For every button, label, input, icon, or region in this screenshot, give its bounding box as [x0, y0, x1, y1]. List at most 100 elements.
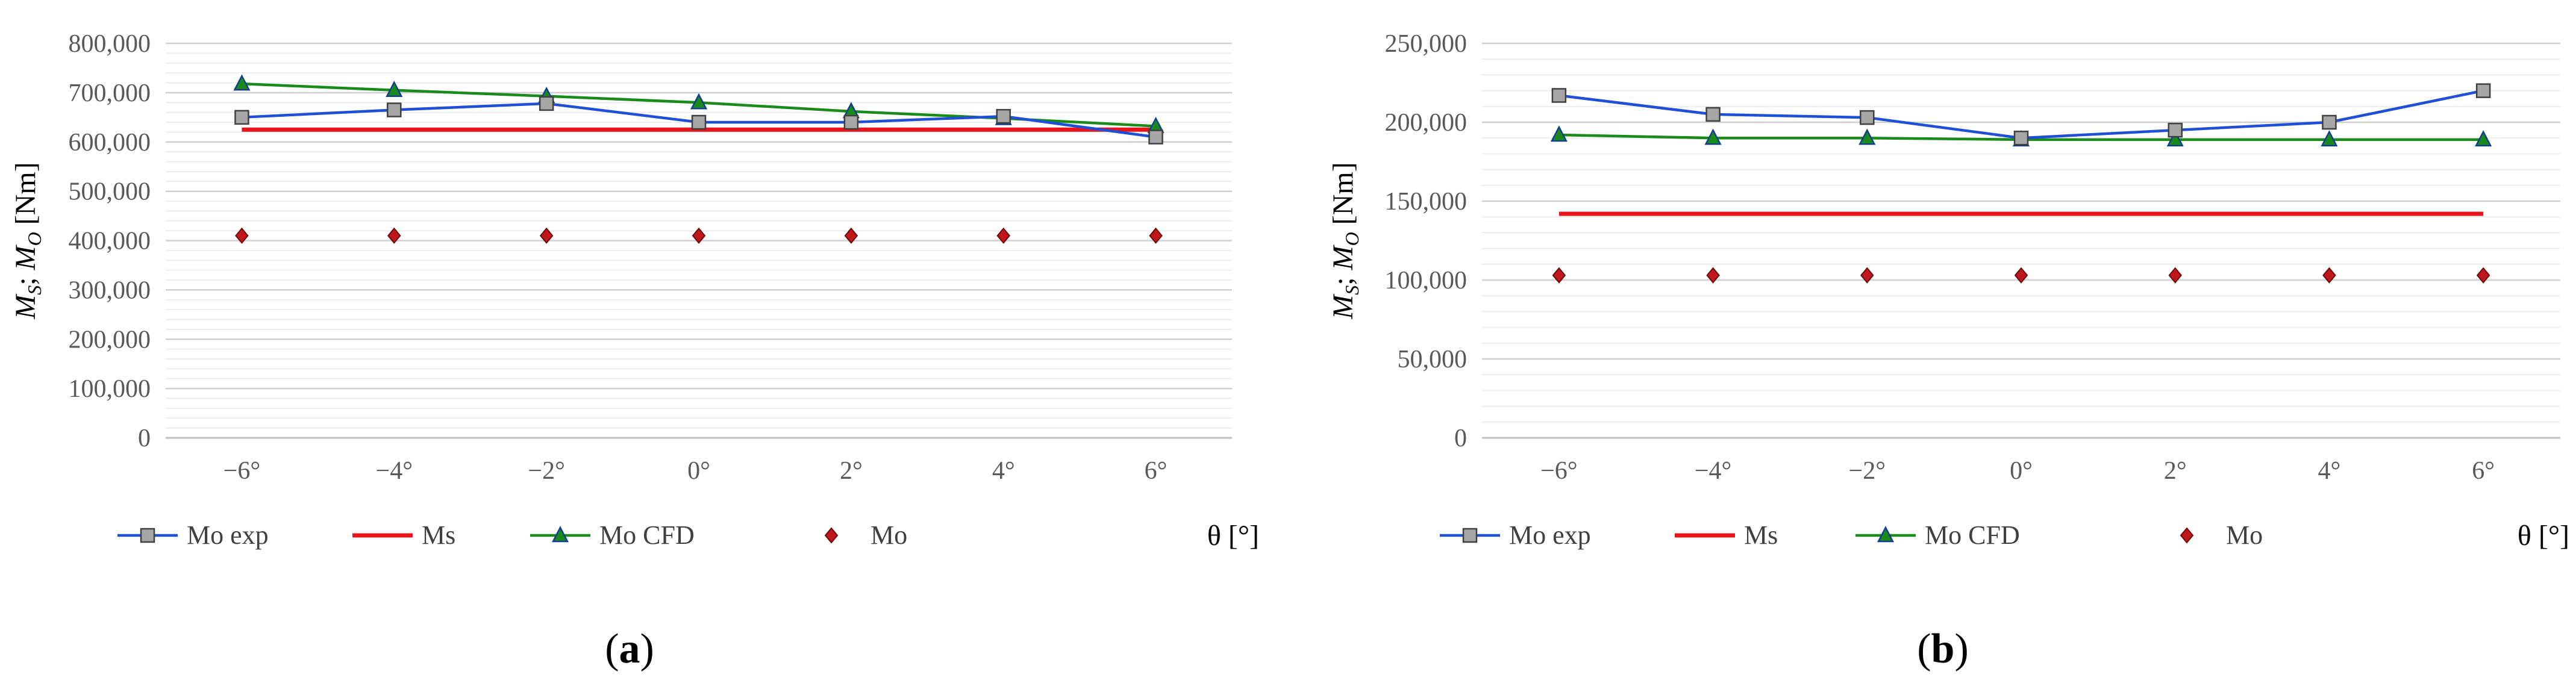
- data-point-square: [387, 102, 402, 117]
- y-axis-title: MS; MO [Nm]: [10, 162, 45, 319]
- panel-label: (b): [1917, 626, 1969, 672]
- legend-item: Ms: [352, 520, 455, 550]
- data-point-diamond: [1552, 267, 1566, 284]
- x-tick-label: −4°: [1695, 457, 1731, 485]
- y-tick-label: 200,000: [69, 326, 151, 354]
- data-point-diamond: [539, 227, 554, 244]
- legend-label: Mo CFD: [599, 520, 695, 550]
- data-point-square: [1462, 528, 1478, 543]
- legend-label: Ms: [1744, 520, 1778, 550]
- data-point-diamond: [692, 227, 706, 244]
- y-tick-label: 500,000: [69, 178, 151, 206]
- y-tick-label: 0: [1454, 425, 1467, 452]
- y-axis-title-symbol: M: [10, 244, 42, 270]
- y-axis-title-separator: ;: [1327, 270, 1359, 285]
- y-tick-label: 600,000: [69, 129, 151, 157]
- data-point-diamond: [1860, 267, 1874, 284]
- y-axis-title-subscript: S: [23, 285, 45, 295]
- data-point-diamond: [2180, 527, 2194, 544]
- legend-label: Mo exp: [1509, 520, 1591, 550]
- data-point-triangle: [2166, 130, 2184, 147]
- panel-label-letter: a: [619, 626, 640, 672]
- data-point-square: [996, 108, 1011, 124]
- y-tick-label: 0: [138, 425, 151, 452]
- data-point-triangle: [2475, 130, 2492, 147]
- x-tick-label: −2°: [1849, 457, 1886, 485]
- y-axis-title-symbol: M: [10, 293, 42, 320]
- y-axis-title-subscript: O: [1341, 232, 1363, 246]
- legend: Mo exp Ms Mo CFD Mo: [1440, 520, 2263, 550]
- x-tick-label: 6°: [2472, 457, 2495, 485]
- panel-label-open: (: [605, 626, 619, 672]
- x-tick-label: −6°: [224, 457, 260, 485]
- data-point-triangle: [1550, 125, 1568, 142]
- x-tick-label: 2°: [2164, 457, 2187, 485]
- data-point-diamond: [2476, 267, 2490, 284]
- panel-label-close: ): [640, 626, 654, 672]
- data-point-triangle: [233, 74, 251, 91]
- x-tick-label: 0°: [2010, 457, 2033, 485]
- legend-item: Mo CFD: [530, 520, 695, 550]
- panel-label-close: ): [1954, 626, 1968, 672]
- y-axis-title-symbol: M: [1327, 293, 1359, 320]
- legend-item: Mo: [824, 520, 907, 550]
- series-mo: [235, 227, 1163, 244]
- chart-panel-b: 0 50,000 100,000 150,000 200,000 250,000 −6° −4…: [1327, 30, 2569, 672]
- chart-panel-a: 0 100,000 200,000 300,000 400,000 500,000 600,…: [10, 30, 1259, 672]
- legend: Mo exp Ms Mo CFD Mo: [117, 520, 907, 550]
- data-point-square: [2322, 114, 2337, 130]
- y-axis-title: MS; MO [Nm]: [1327, 162, 1363, 319]
- panel-label-open: (: [1917, 626, 1931, 672]
- legend-label: Mo exp: [187, 520, 269, 550]
- legend-label: Mo: [871, 520, 907, 550]
- x-axis-title: θ [°]: [2518, 520, 2569, 552]
- x-tick-label: 4°: [2318, 457, 2341, 485]
- legend-item: Mo: [2180, 520, 2263, 550]
- y-axis-title-unit: [Nm]: [1327, 162, 1359, 232]
- data-point-diamond: [2322, 267, 2336, 284]
- data-point-triangle: [1704, 128, 1722, 145]
- y-axis-title-subscript: S: [1341, 285, 1363, 295]
- data-point-square: [1148, 129, 1163, 145]
- legend-label: Mo CFD: [1925, 520, 2020, 550]
- data-point-diamond: [387, 227, 401, 244]
- series-mo-exp: [1551, 83, 2491, 146]
- y-axis-title-unit: [Nm]: [10, 162, 42, 232]
- y-tick-label: 100,000: [1385, 267, 1468, 295]
- x-tick-label: −2°: [528, 457, 564, 485]
- y-tick-label: 700,000: [69, 79, 151, 107]
- y-tick-label: 300,000: [69, 276, 151, 304]
- data-point-triangle: [551, 526, 569, 543]
- data-point-square: [843, 114, 859, 130]
- x-axis-title: θ [°]: [1207, 520, 1259, 552]
- y-tick-label: 100,000: [69, 375, 151, 403]
- y-tick-label: 800,000: [69, 30, 151, 58]
- data-point-diamond: [844, 227, 858, 244]
- x-tick-label: 6°: [1145, 457, 1168, 485]
- data-point-square: [539, 96, 554, 111]
- data-point-diamond: [1149, 227, 1163, 244]
- y-axis-title-subscript: O: [23, 232, 45, 246]
- data-point-square: [1551, 88, 1567, 103]
- y-tick-label: 50,000: [1398, 346, 1468, 373]
- y-tick-label: 250,000: [1385, 30, 1468, 58]
- legend-item: Mo exp: [117, 520, 269, 550]
- series-mo-exp: [234, 96, 1163, 145]
- data-point-triangle: [690, 93, 708, 110]
- data-point-square: [2168, 122, 2183, 138]
- legend-item: Mo CFD: [1855, 520, 2020, 550]
- y-tick-label: 400,000: [69, 228, 151, 255]
- x-tick-label: −4°: [376, 457, 413, 485]
- data-point-diamond: [824, 527, 839, 544]
- y-axis-title-separator: ;: [10, 270, 42, 285]
- legend-item: Mo exp: [1440, 520, 1591, 550]
- data-point-square: [234, 110, 249, 125]
- x-tick-label: 4°: [992, 457, 1015, 485]
- series-mo: [1552, 267, 2490, 284]
- x-tick-label: 0°: [687, 457, 710, 485]
- data-point-diamond: [235, 227, 249, 244]
- data-point-square: [140, 528, 155, 543]
- legend-label: Ms: [422, 520, 455, 550]
- data-point-square: [2475, 83, 2491, 98]
